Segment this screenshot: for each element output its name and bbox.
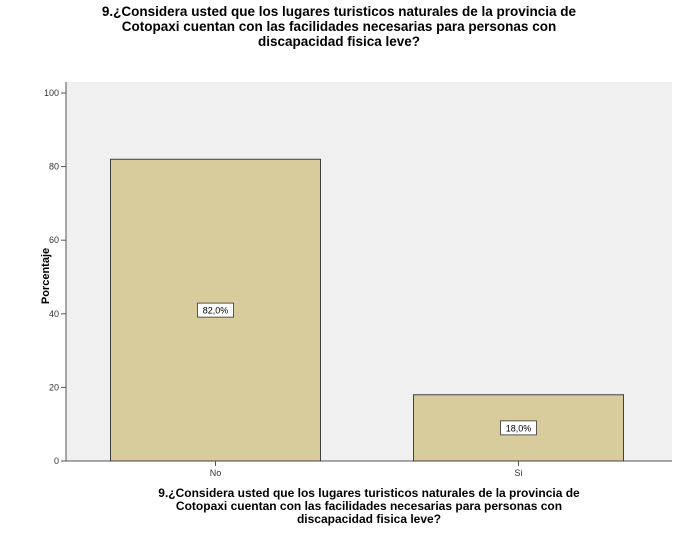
chart-title-line-3: discapacidad fisica leve? <box>257 34 421 49</box>
chart-title: 9.¿Considera usted que los lugares turis… <box>0 4 678 49</box>
y-tick-label: 0 <box>54 456 59 466</box>
data-label-box <box>500 420 537 436</box>
chart-title-line-2: Cotopaxi cuentan con las facilidades nec… <box>121 19 557 34</box>
y-tick-label: 100 <box>44 88 59 98</box>
data-label-si: 18,0% <box>506 423 532 433</box>
y-tick-label: 20 <box>49 382 59 392</box>
y-tick-label: 60 <box>49 235 59 245</box>
y-tick-label: 40 <box>49 309 59 319</box>
chart-title-line-1: 9.¿Considera usted que los lugares turis… <box>101 4 577 19</box>
data-label-box <box>197 302 234 318</box>
x-axis-label-line-2: Cotopaxi cuentan con las facilidades nec… <box>175 499 563 513</box>
x-tick-label-no: No <box>210 468 222 478</box>
x-axis-label: 9.¿Considera usted que los lugares turis… <box>0 487 678 526</box>
x-axis-label-line-1: 9.¿Considera usted que los lugares turis… <box>158 486 580 500</box>
x-axis-label-line-3: discapacidad fisica leve? <box>296 512 442 526</box>
y-axis-label: Porcentaje <box>40 247 52 305</box>
x-tick-label-si: Si <box>514 468 522 478</box>
data-label-no: 82,0% <box>203 306 229 316</box>
y-tick-label: 80 <box>49 162 59 172</box>
